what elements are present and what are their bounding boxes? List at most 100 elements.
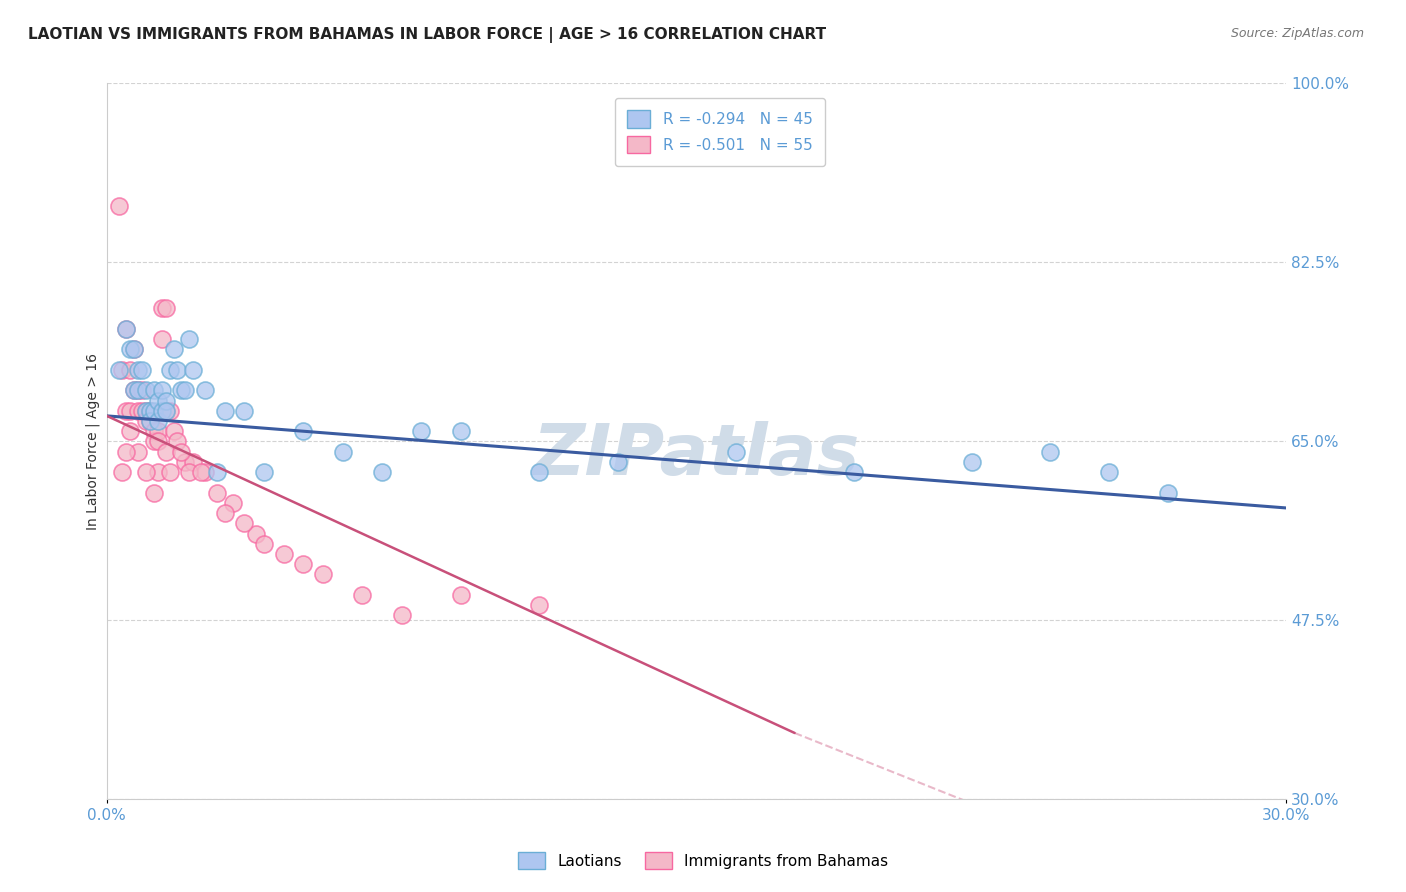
- Point: [131, 403, 153, 417]
- Point: [139, 403, 162, 417]
- Point: [146, 393, 169, 408]
- Point: [135, 403, 157, 417]
- Point: [292, 558, 315, 572]
- Point: [245, 526, 267, 541]
- Point: [135, 414, 157, 428]
- Legend: R = -0.294   N = 45, R = -0.501   N = 55: R = -0.294 N = 45, R = -0.501 N = 55: [616, 98, 825, 166]
- Point: [159, 403, 181, 417]
- Point: [107, 363, 129, 377]
- Point: [221, 496, 243, 510]
- Point: [150, 384, 173, 398]
- Point: [162, 343, 184, 357]
- Point: [450, 424, 472, 438]
- Point: [142, 434, 165, 449]
- Point: [120, 424, 142, 438]
- Point: [181, 363, 204, 377]
- Point: [127, 384, 149, 398]
- Point: [139, 414, 162, 428]
- Point: [205, 465, 228, 479]
- Point: [214, 403, 236, 417]
- Point: [139, 414, 162, 428]
- Point: [273, 547, 295, 561]
- Point: [135, 403, 157, 417]
- Point: [122, 343, 145, 357]
- Point: [111, 363, 134, 377]
- Point: [122, 343, 145, 357]
- Point: [142, 485, 165, 500]
- Point: [312, 567, 335, 582]
- Point: [159, 363, 181, 377]
- Point: [190, 465, 212, 479]
- Point: [159, 465, 181, 479]
- Point: [166, 363, 188, 377]
- Point: [155, 444, 177, 458]
- Point: [115, 322, 138, 336]
- Point: [233, 516, 256, 531]
- Point: [233, 403, 256, 417]
- Point: [155, 393, 177, 408]
- Point: [146, 414, 169, 428]
- Point: [352, 588, 374, 602]
- Point: [527, 598, 550, 612]
- Point: [1098, 465, 1121, 479]
- Point: [155, 301, 177, 316]
- Point: [166, 434, 188, 449]
- Point: [606, 455, 628, 469]
- Point: [120, 343, 142, 357]
- Point: [194, 384, 217, 398]
- Point: [150, 301, 173, 316]
- Point: [122, 384, 145, 398]
- Point: [120, 403, 142, 417]
- Point: [139, 403, 162, 417]
- Point: [170, 384, 193, 398]
- Point: [1157, 485, 1180, 500]
- Point: [527, 465, 550, 479]
- Point: [1039, 444, 1062, 458]
- Point: [131, 384, 153, 398]
- Point: [155, 403, 177, 417]
- Point: [253, 537, 276, 551]
- Point: [115, 403, 138, 417]
- Point: [155, 403, 177, 417]
- Point: [332, 444, 354, 458]
- Point: [127, 384, 149, 398]
- Text: ZIPatlas: ZIPatlas: [533, 421, 860, 491]
- Point: [205, 485, 228, 500]
- Y-axis label: In Labor Force | Age > 16: In Labor Force | Age > 16: [86, 353, 100, 530]
- Point: [174, 455, 197, 469]
- Point: [724, 444, 747, 458]
- Point: [127, 363, 149, 377]
- Point: [150, 403, 173, 417]
- Point: [371, 465, 394, 479]
- Point: [162, 424, 184, 438]
- Point: [131, 363, 153, 377]
- Point: [179, 465, 201, 479]
- Point: [842, 465, 865, 479]
- Point: [174, 384, 197, 398]
- Text: Source: ZipAtlas.com: Source: ZipAtlas.com: [1230, 27, 1364, 40]
- Point: [194, 465, 217, 479]
- Point: [111, 465, 134, 479]
- Point: [214, 506, 236, 520]
- Point: [146, 434, 169, 449]
- Point: [450, 588, 472, 602]
- Point: [135, 384, 157, 398]
- Point: [146, 424, 169, 438]
- Point: [115, 444, 138, 458]
- Point: [170, 444, 193, 458]
- Point: [135, 465, 157, 479]
- Point: [120, 363, 142, 377]
- Point: [292, 424, 315, 438]
- Point: [127, 403, 149, 417]
- Point: [181, 455, 204, 469]
- Legend: Laotians, Immigrants from Bahamas: Laotians, Immigrants from Bahamas: [512, 846, 894, 875]
- Point: [253, 465, 276, 479]
- Point: [391, 608, 413, 623]
- Point: [142, 384, 165, 398]
- Point: [146, 465, 169, 479]
- Point: [960, 455, 983, 469]
- Point: [107, 199, 129, 213]
- Point: [122, 384, 145, 398]
- Point: [115, 322, 138, 336]
- Point: [179, 332, 201, 346]
